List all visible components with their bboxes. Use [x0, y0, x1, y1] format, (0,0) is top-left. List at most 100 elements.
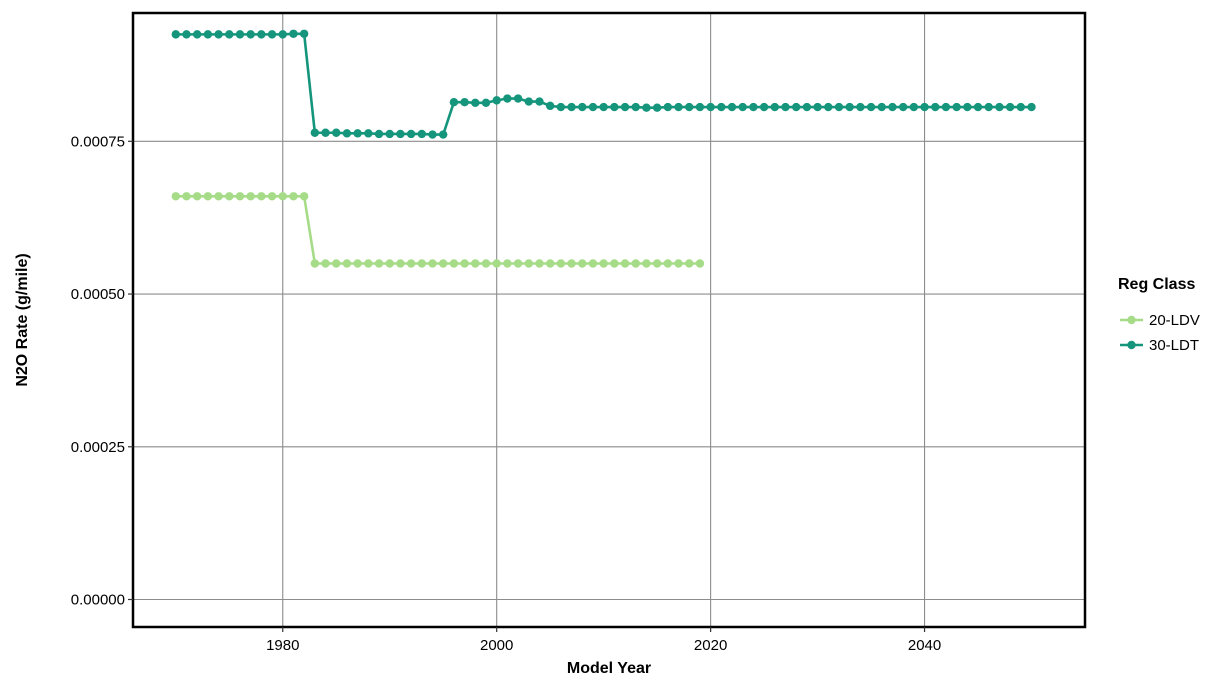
- legend-title: Reg Class: [1118, 276, 1195, 293]
- data-point: [984, 102, 993, 112]
- grid: [133, 13, 1085, 627]
- data-point: [417, 259, 427, 268]
- data-point: [963, 102, 972, 112]
- data-point: [267, 192, 277, 201]
- legend-key-point: [1127, 340, 1136, 350]
- data-point: [257, 192, 266, 201]
- series-line: [175, 194, 700, 265]
- data-point: [685, 259, 694, 268]
- legend-item: 20-LDV: [1120, 312, 1200, 329]
- data-point: [289, 192, 298, 201]
- data-point: [396, 259, 405, 268]
- legend: Reg Class 20-LDV 30-LDT: [1118, 276, 1200, 354]
- data-point: [588, 102, 598, 112]
- data-point: [610, 102, 619, 112]
- data-point: [599, 259, 608, 268]
- data-point: [353, 129, 362, 138]
- legend-label: 30-LDT: [1149, 337, 1199, 354]
- data-point: [545, 259, 555, 268]
- data-point: [545, 101, 555, 111]
- data-point: [214, 192, 223, 201]
- series-layer: [171, 29, 1036, 268]
- data-point: [535, 97, 544, 106]
- data-point: [449, 98, 459, 107]
- legend-item: 30-LDT: [1120, 337, 1199, 354]
- data-point: [567, 259, 576, 268]
- data-point: [695, 102, 705, 112]
- data-point: [342, 259, 352, 268]
- data-point: [225, 30, 234, 39]
- data-point: [588, 259, 598, 268]
- data-point: [299, 29, 309, 38]
- data-point: [1016, 102, 1026, 112]
- data-point: [834, 102, 844, 112]
- data-point: [898, 102, 908, 112]
- data-point: [492, 96, 501, 105]
- data-point: [332, 128, 341, 137]
- y-axis-title: N2O Rate (g/mile): [14, 253, 31, 386]
- data-point: [364, 259, 373, 268]
- data-point: [685, 102, 694, 112]
- data-point: [278, 30, 287, 39]
- data-point: [310, 259, 320, 268]
- plot-panel-border: [131, 11, 1087, 629]
- data-point: [289, 29, 298, 38]
- data-point: [781, 102, 790, 112]
- data-point: [556, 259, 566, 268]
- x-tick-label: 1980: [266, 637, 299, 654]
- data-point: [353, 259, 362, 268]
- data-point: [610, 259, 619, 268]
- data-point: [503, 94, 512, 103]
- data-point: [171, 192, 180, 201]
- data-point: [481, 259, 491, 268]
- data-point: [385, 259, 394, 268]
- data-point: [460, 98, 469, 107]
- data-point: [428, 130, 437, 139]
- data-point: [385, 129, 394, 139]
- data-point: [642, 103, 651, 112]
- data-point: [460, 259, 469, 268]
- x-axis-title: Model Year: [567, 660, 651, 677]
- data-point: [620, 259, 630, 268]
- data-point: [567, 102, 576, 112]
- legend-key-point: [1127, 315, 1136, 325]
- data-point: [417, 129, 427, 139]
- data-point: [364, 129, 373, 138]
- data-point: [471, 259, 480, 268]
- data-point: [321, 128, 330, 137]
- data-point: [652, 259, 662, 268]
- series-30-LDT: [171, 29, 1036, 139]
- data-point: [396, 129, 405, 139]
- data-point: [471, 98, 480, 108]
- data-point: [225, 192, 234, 201]
- data-point: [578, 259, 587, 268]
- y-tick-label: 0.00025: [71, 439, 125, 456]
- data-point: [866, 102, 876, 112]
- data-point: [931, 102, 940, 112]
- y-tick-label: 0.00075: [71, 133, 125, 150]
- data-point: [620, 102, 630, 112]
- data-point: [235, 192, 245, 201]
- data-point: [406, 129, 416, 139]
- data-point: [663, 102, 673, 112]
- data-point: [706, 102, 715, 112]
- data-point: [503, 259, 512, 268]
- data-point: [214, 30, 223, 39]
- data-point: [192, 30, 202, 39]
- data-point: [267, 30, 277, 39]
- data-point: [406, 259, 416, 268]
- data-point: [770, 102, 779, 112]
- data-point: [449, 259, 459, 268]
- data-point: [845, 102, 854, 112]
- data-point: [791, 102, 801, 112]
- data-point: [428, 259, 437, 268]
- x-tick-label: 2040: [908, 637, 941, 654]
- data-point: [203, 192, 213, 201]
- data-point: [802, 102, 812, 112]
- y-tick-label: 0.00050: [71, 286, 125, 303]
- data-point: [203, 30, 213, 39]
- data-point: [513, 94, 523, 103]
- data-point: [652, 103, 662, 112]
- data-point: [813, 102, 822, 112]
